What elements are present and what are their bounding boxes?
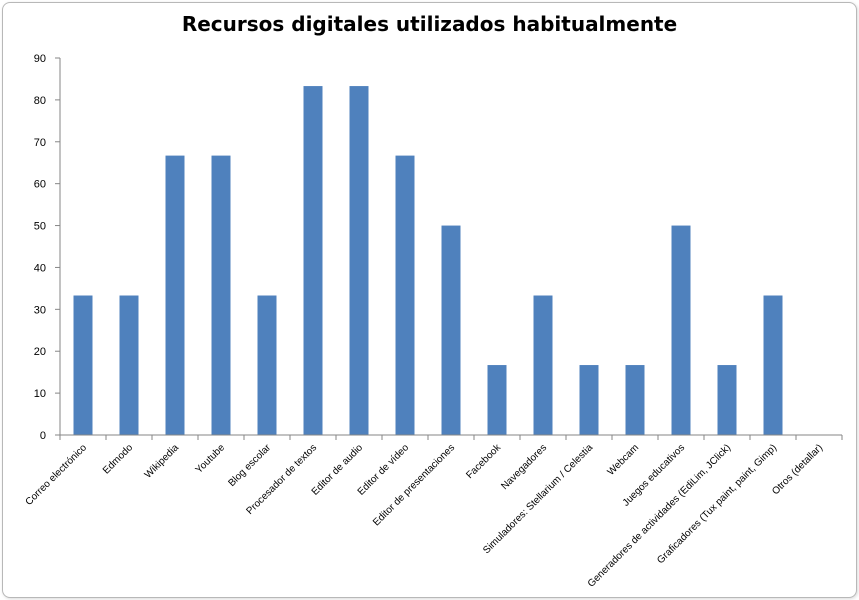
y-tick-label: 60 — [34, 179, 46, 191]
x-tick-label: Facebook — [464, 442, 504, 482]
y-tick-label: 90 — [34, 53, 46, 65]
bar — [165, 155, 185, 435]
x-tick-label: Navegadores — [499, 442, 549, 492]
bar — [717, 365, 737, 435]
x-tick-label: Correo electrónico — [24, 442, 90, 508]
bar — [763, 295, 783, 435]
y-tick-label: 20 — [34, 346, 46, 358]
bar — [579, 365, 599, 435]
y-tick-label: 10 — [34, 388, 46, 400]
y-tick-label: 40 — [34, 262, 46, 274]
x-tick-label: Edmodo — [101, 442, 135, 476]
bar — [487, 365, 507, 435]
y-tick-label: 70 — [34, 137, 46, 149]
bar — [533, 295, 553, 435]
bar — [119, 295, 139, 435]
x-tick-label: Webcam — [606, 442, 642, 478]
x-tick-label: Blog escolar — [226, 442, 273, 489]
y-tick-label: 30 — [34, 304, 46, 316]
bar — [349, 86, 369, 435]
chart-title: Recursos digitales utilizados habitualme… — [181, 12, 678, 36]
bar — [625, 365, 645, 435]
bar — [211, 155, 231, 435]
bar — [441, 225, 461, 435]
bar — [303, 86, 323, 435]
bar — [671, 225, 691, 435]
bar — [257, 295, 277, 435]
y-tick-label: 80 — [34, 95, 46, 107]
x-tick-label: Editor de presentaciones — [371, 442, 457, 528]
bar — [395, 155, 415, 435]
y-tick-label: 0 — [40, 430, 46, 442]
x-tick-label: Youtube — [194, 442, 228, 476]
x-tick-label: Wikipedia — [143, 442, 182, 481]
y-tick-label: 50 — [34, 221, 46, 233]
bar — [73, 295, 93, 435]
